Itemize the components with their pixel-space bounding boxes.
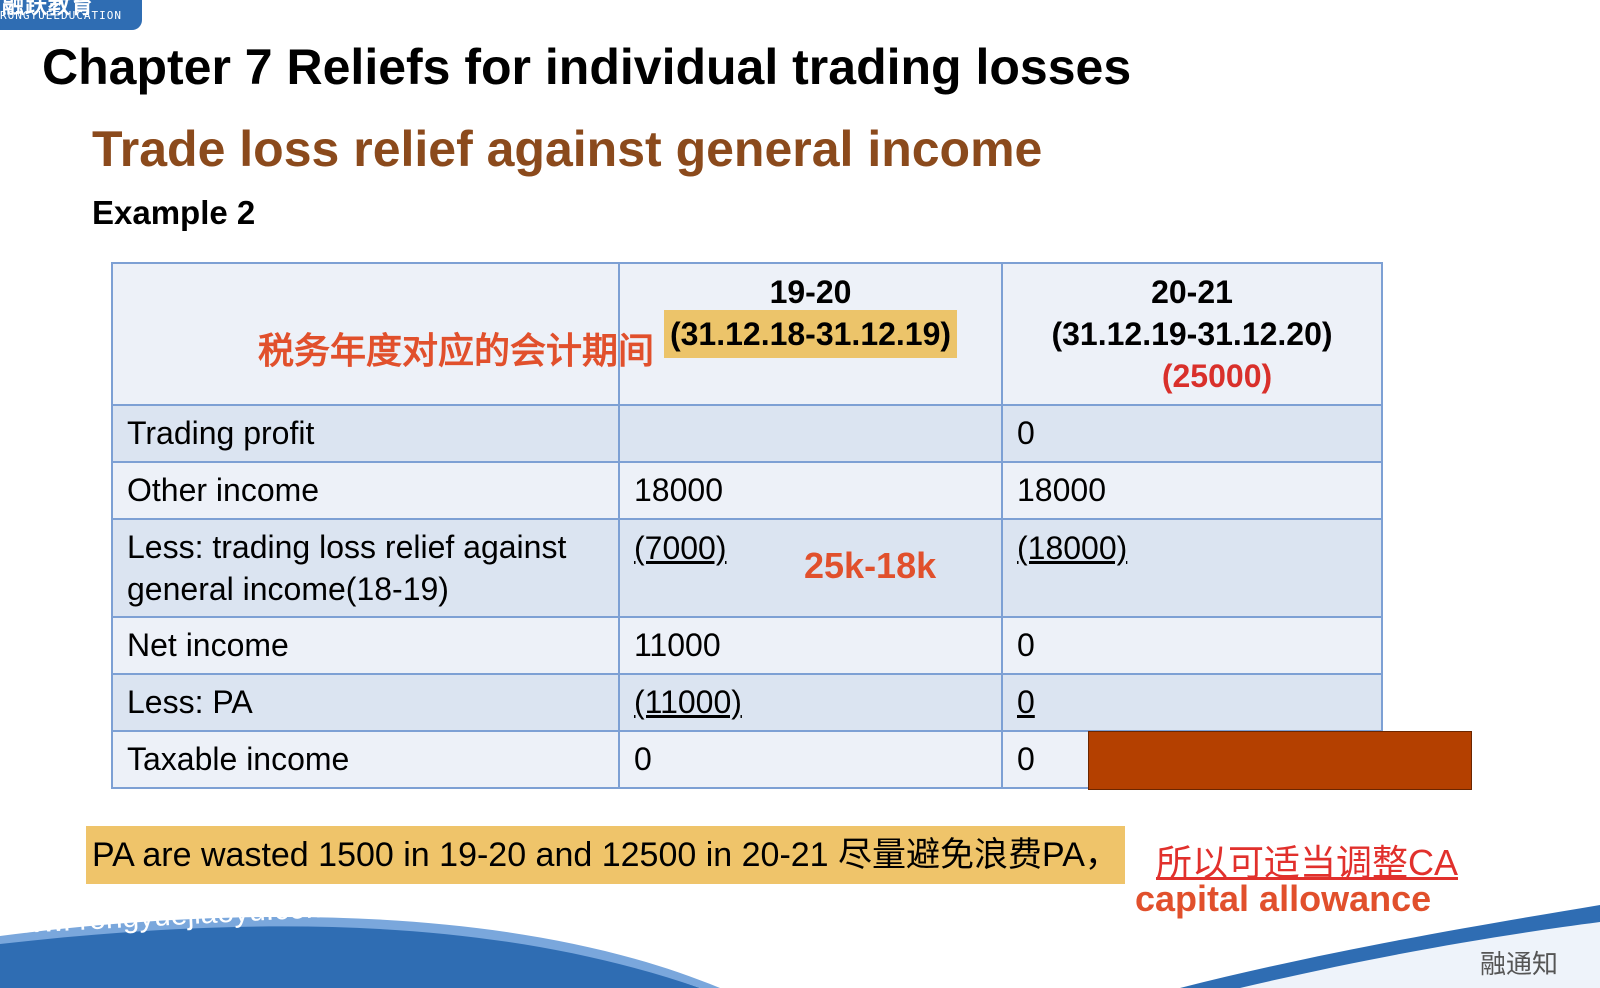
row-label-line2: general income(18-19) (127, 571, 449, 607)
header-empty-cell (111, 262, 620, 406)
header-20-21-period: (31.12.19-31.12.20) (1051, 316, 1333, 352)
header-19-20-period: (31.12.18-31.12.19) (663, 310, 958, 358)
header-19-20-year: 19-20 (769, 274, 852, 310)
row-label: Taxable income (111, 730, 620, 789)
row-value-20-21: 18000 (1001, 461, 1383, 520)
row-label: Other income (111, 461, 620, 520)
ca-adjust-note: 所以可适当调整CA (1156, 842, 1459, 883)
footer-corner-text: 融通知 (1480, 950, 1559, 980)
row-value-19-20 (618, 404, 1003, 463)
row-value-20-21: (18000) (1001, 518, 1383, 618)
pa-20-21: 0 (1017, 684, 1035, 720)
table-row: Net income 11000 0 (111, 616, 1383, 675)
row-label-line1: Less: trading loss relief against (127, 529, 567, 565)
loss-relief-20-21: (18000) (1017, 530, 1128, 566)
row-label: Trading profit (111, 404, 620, 463)
row-value-19-20: 0 (618, 730, 1003, 789)
row-value-19-20: 11000 (618, 616, 1003, 675)
calc-annotation: 25k-18k (804, 545, 937, 586)
row-value-19-20: 18000 (618, 461, 1003, 520)
header-20-21-loss: (25000) (1161, 358, 1273, 394)
loss-relief-table: 19-20 (31.12.18-31.12.19) 20-21 (31.12.1… (111, 262, 1383, 789)
pa-wasted-note: PA are wasted 1500 in 19-20 and 12500 in… (86, 826, 1125, 884)
section-title: Trade loss relief against general income (92, 121, 1043, 177)
table-row: Less: PA (11000) 0 (111, 673, 1383, 732)
logo-cn-text: 融跃教育 (2, 0, 95, 18)
header-19-20: 19-20 (31.12.18-31.12.19) (618, 262, 1003, 406)
header-20-21-year: 20-21 (1151, 274, 1233, 310)
logo-en-text: RONGYUEEDUCATION (0, 9, 122, 22)
row-label: Less: PA (111, 673, 620, 732)
row-value-20-21: 0 (1001, 673, 1383, 732)
pa-19-20: (11000) (634, 684, 742, 720)
logo-swoosh (0, 26, 60, 49)
loss-relief-19-20: (7000) (634, 530, 727, 566)
row-label: Less: trading loss relief against genera… (111, 518, 620, 618)
cn-period-annotation: 税务年度对应的会计期间 (258, 330, 655, 371)
row-label: Net income (111, 616, 620, 675)
website-url: www. rongyuejiaoyu.com (0, 890, 332, 942)
row-value-19-20: (7000) (618, 518, 1003, 618)
table-row: Other income 18000 18000 (111, 461, 1383, 520)
example-label: Example 2 (92, 194, 256, 231)
row-value-19-20: (11000) (618, 673, 1003, 732)
row-value-20-21: 0 (1001, 404, 1383, 463)
capital-allowance-label: capital allowance (1135, 878, 1432, 919)
chapter-title: Chapter 7 Reliefs for individual trading… (42, 39, 1132, 95)
row-value-20-21: 0 (1001, 616, 1383, 675)
table-row: Trading profit 0 (111, 404, 1383, 463)
redaction-box (1088, 731, 1472, 790)
header-20-21: 20-21 (31.12.19-31.12.20) (25000) (1001, 262, 1383, 406)
table-row: Less: trading loss relief against genera… (111, 518, 1383, 618)
table-header-row: 19-20 (31.12.18-31.12.19) 20-21 (31.12.1… (111, 262, 1383, 406)
brand-logo: 融跃教育 RONGYUEEDUCATION (0, 0, 142, 30)
